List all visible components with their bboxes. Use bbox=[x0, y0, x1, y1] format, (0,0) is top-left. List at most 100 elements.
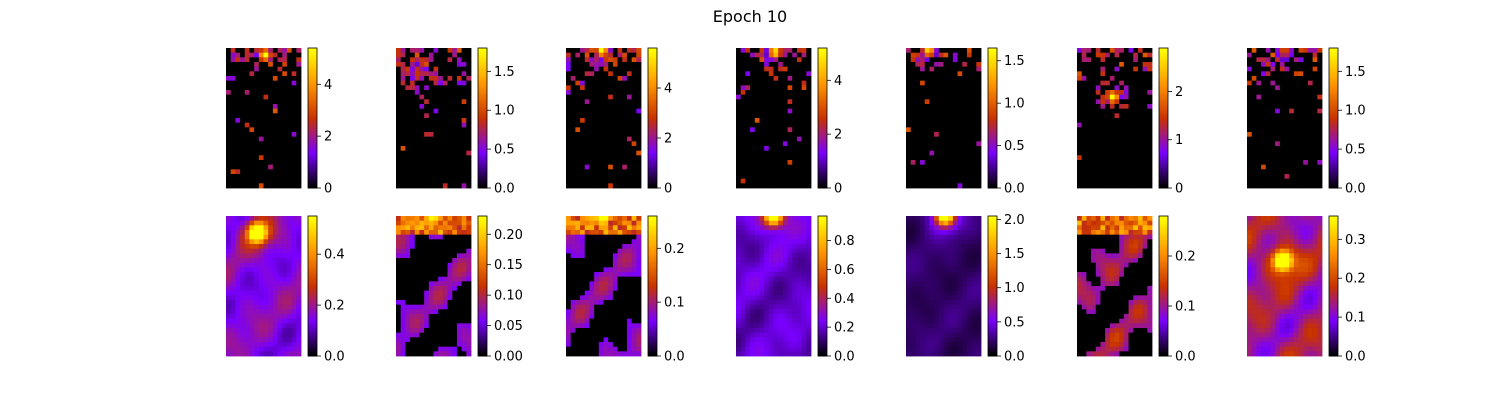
heatmap-cell bbox=[778, 183, 784, 189]
colorbar-segment bbox=[648, 92, 657, 96]
heatmap-cell bbox=[424, 332, 430, 338]
heatmap-cell bbox=[580, 178, 586, 184]
heatmap-cell bbox=[272, 90, 278, 96]
heatmap-cell bbox=[235, 262, 241, 268]
heatmap-cell bbox=[1091, 94, 1097, 100]
heatmap-cell bbox=[787, 76, 793, 82]
heatmap-cell bbox=[277, 118, 283, 124]
heatmap-cell bbox=[631, 118, 637, 124]
heatmap-cell bbox=[1317, 108, 1323, 114]
colorbar-segment bbox=[648, 50, 657, 54]
heatmap-cell bbox=[1114, 66, 1120, 72]
heatmap-cell bbox=[461, 99, 467, 105]
colorbar-segment bbox=[478, 241, 487, 245]
heatmap-cell bbox=[414, 314, 420, 320]
heatmap-cell bbox=[796, 52, 803, 58]
heatmap-cell bbox=[1279, 146, 1285, 152]
heatmap-cell bbox=[424, 169, 430, 175]
heatmap-cell bbox=[400, 164, 406, 170]
heatmap-cell bbox=[740, 169, 746, 175]
heatmap-cell bbox=[906, 90, 912, 96]
heatmap-cell bbox=[612, 80, 618, 86]
heatmap-cell bbox=[566, 85, 572, 91]
heatmap-cell bbox=[466, 127, 472, 133]
heatmap-cell bbox=[1133, 90, 1139, 96]
heatmap-cell bbox=[612, 94, 618, 100]
heatmap-cell bbox=[580, 169, 586, 175]
colorbar-segment bbox=[308, 216, 317, 219]
heatmap-cell bbox=[438, 337, 444, 343]
colorbar-segment bbox=[308, 330, 317, 334]
colorbar-segment bbox=[1329, 127, 1338, 131]
colorbar-segment bbox=[478, 269, 487, 273]
heatmap-cell bbox=[636, 146, 642, 152]
heatmap-cell bbox=[575, 76, 581, 82]
heatmap-cell bbox=[589, 169, 595, 175]
heatmap-cell bbox=[1261, 66, 1267, 72]
colorbar-segment bbox=[818, 111, 827, 114]
heatmap-cell bbox=[296, 108, 302, 114]
heatmap-cell bbox=[1303, 94, 1309, 100]
heatmap-cell bbox=[254, 90, 260, 96]
heatmap-cell bbox=[254, 230, 260, 236]
heatmap-cell bbox=[1298, 94, 1304, 100]
heatmap-cell bbox=[447, 169, 453, 175]
heatmap-cell bbox=[594, 220, 600, 226]
heatmap-cell bbox=[466, 71, 472, 77]
heatmap-cell bbox=[1137, 127, 1144, 133]
heatmap-cell bbox=[433, 183, 439, 189]
heatmap-cell bbox=[452, 286, 458, 292]
heatmap-cell bbox=[801, 183, 807, 189]
heatmap-cell bbox=[438, 314, 444, 320]
heatmap-cell bbox=[282, 272, 288, 278]
heatmap-cell bbox=[1133, 80, 1139, 86]
heatmap-cell bbox=[759, 183, 765, 189]
heatmap-cell bbox=[405, 155, 411, 161]
heatmap-cell bbox=[792, 85, 798, 91]
heatmap-cell bbox=[268, 300, 274, 306]
heatmap-cell bbox=[603, 220, 609, 226]
heatmap-cell bbox=[1081, 94, 1087, 100]
heatmap-cell bbox=[249, 76, 255, 82]
heatmap-cell bbox=[442, 337, 448, 343]
heatmap-cell bbox=[782, 90, 788, 96]
colorbar-segment bbox=[308, 171, 317, 175]
heatmap-cell bbox=[226, 262, 232, 268]
heatmap-cell bbox=[291, 71, 297, 77]
heatmap-cell bbox=[405, 183, 411, 189]
heatmap-cell bbox=[414, 295, 420, 301]
heatmap-cell bbox=[915, 99, 921, 105]
heatmap-cell bbox=[424, 99, 430, 105]
heatmap-cell bbox=[291, 146, 297, 152]
heatmap-cell bbox=[1137, 169, 1144, 175]
heatmap-cell bbox=[929, 178, 935, 184]
heatmap-cell bbox=[612, 71, 618, 77]
heatmap-cell bbox=[1265, 113, 1271, 119]
heatmap-cell bbox=[1086, 127, 1092, 133]
colorbar-segment bbox=[1159, 181, 1168, 184]
heatmap-cell bbox=[952, 52, 958, 58]
heatmap-cell bbox=[575, 220, 581, 226]
heatmap-cell bbox=[924, 66, 930, 72]
colorbar-segment bbox=[988, 57, 997, 61]
heatmap-cell bbox=[286, 332, 293, 338]
heatmap-cell bbox=[286, 127, 293, 133]
heatmap-cell bbox=[244, 99, 250, 105]
colorbar-segment bbox=[1159, 164, 1168, 168]
heatmap-cell bbox=[400, 225, 406, 231]
heatmap-cell bbox=[1123, 113, 1129, 119]
heatmap-cell bbox=[277, 239, 283, 245]
heatmap-cell bbox=[249, 272, 255, 278]
heatmap-cell bbox=[589, 99, 595, 105]
heatmap-cell bbox=[1284, 122, 1290, 128]
heatmap-cell bbox=[226, 164, 232, 170]
heatmap-cell bbox=[1128, 141, 1134, 147]
heatmap-cell bbox=[226, 248, 232, 254]
heatmap-cell bbox=[1086, 122, 1092, 128]
heatmap-cell bbox=[1123, 94, 1129, 100]
heatmap-cell bbox=[976, 99, 982, 105]
heatmap-cell bbox=[396, 76, 402, 82]
heatmap-cell bbox=[452, 178, 458, 184]
heatmap-cell bbox=[962, 57, 968, 63]
heatmap-cell bbox=[1312, 183, 1318, 189]
